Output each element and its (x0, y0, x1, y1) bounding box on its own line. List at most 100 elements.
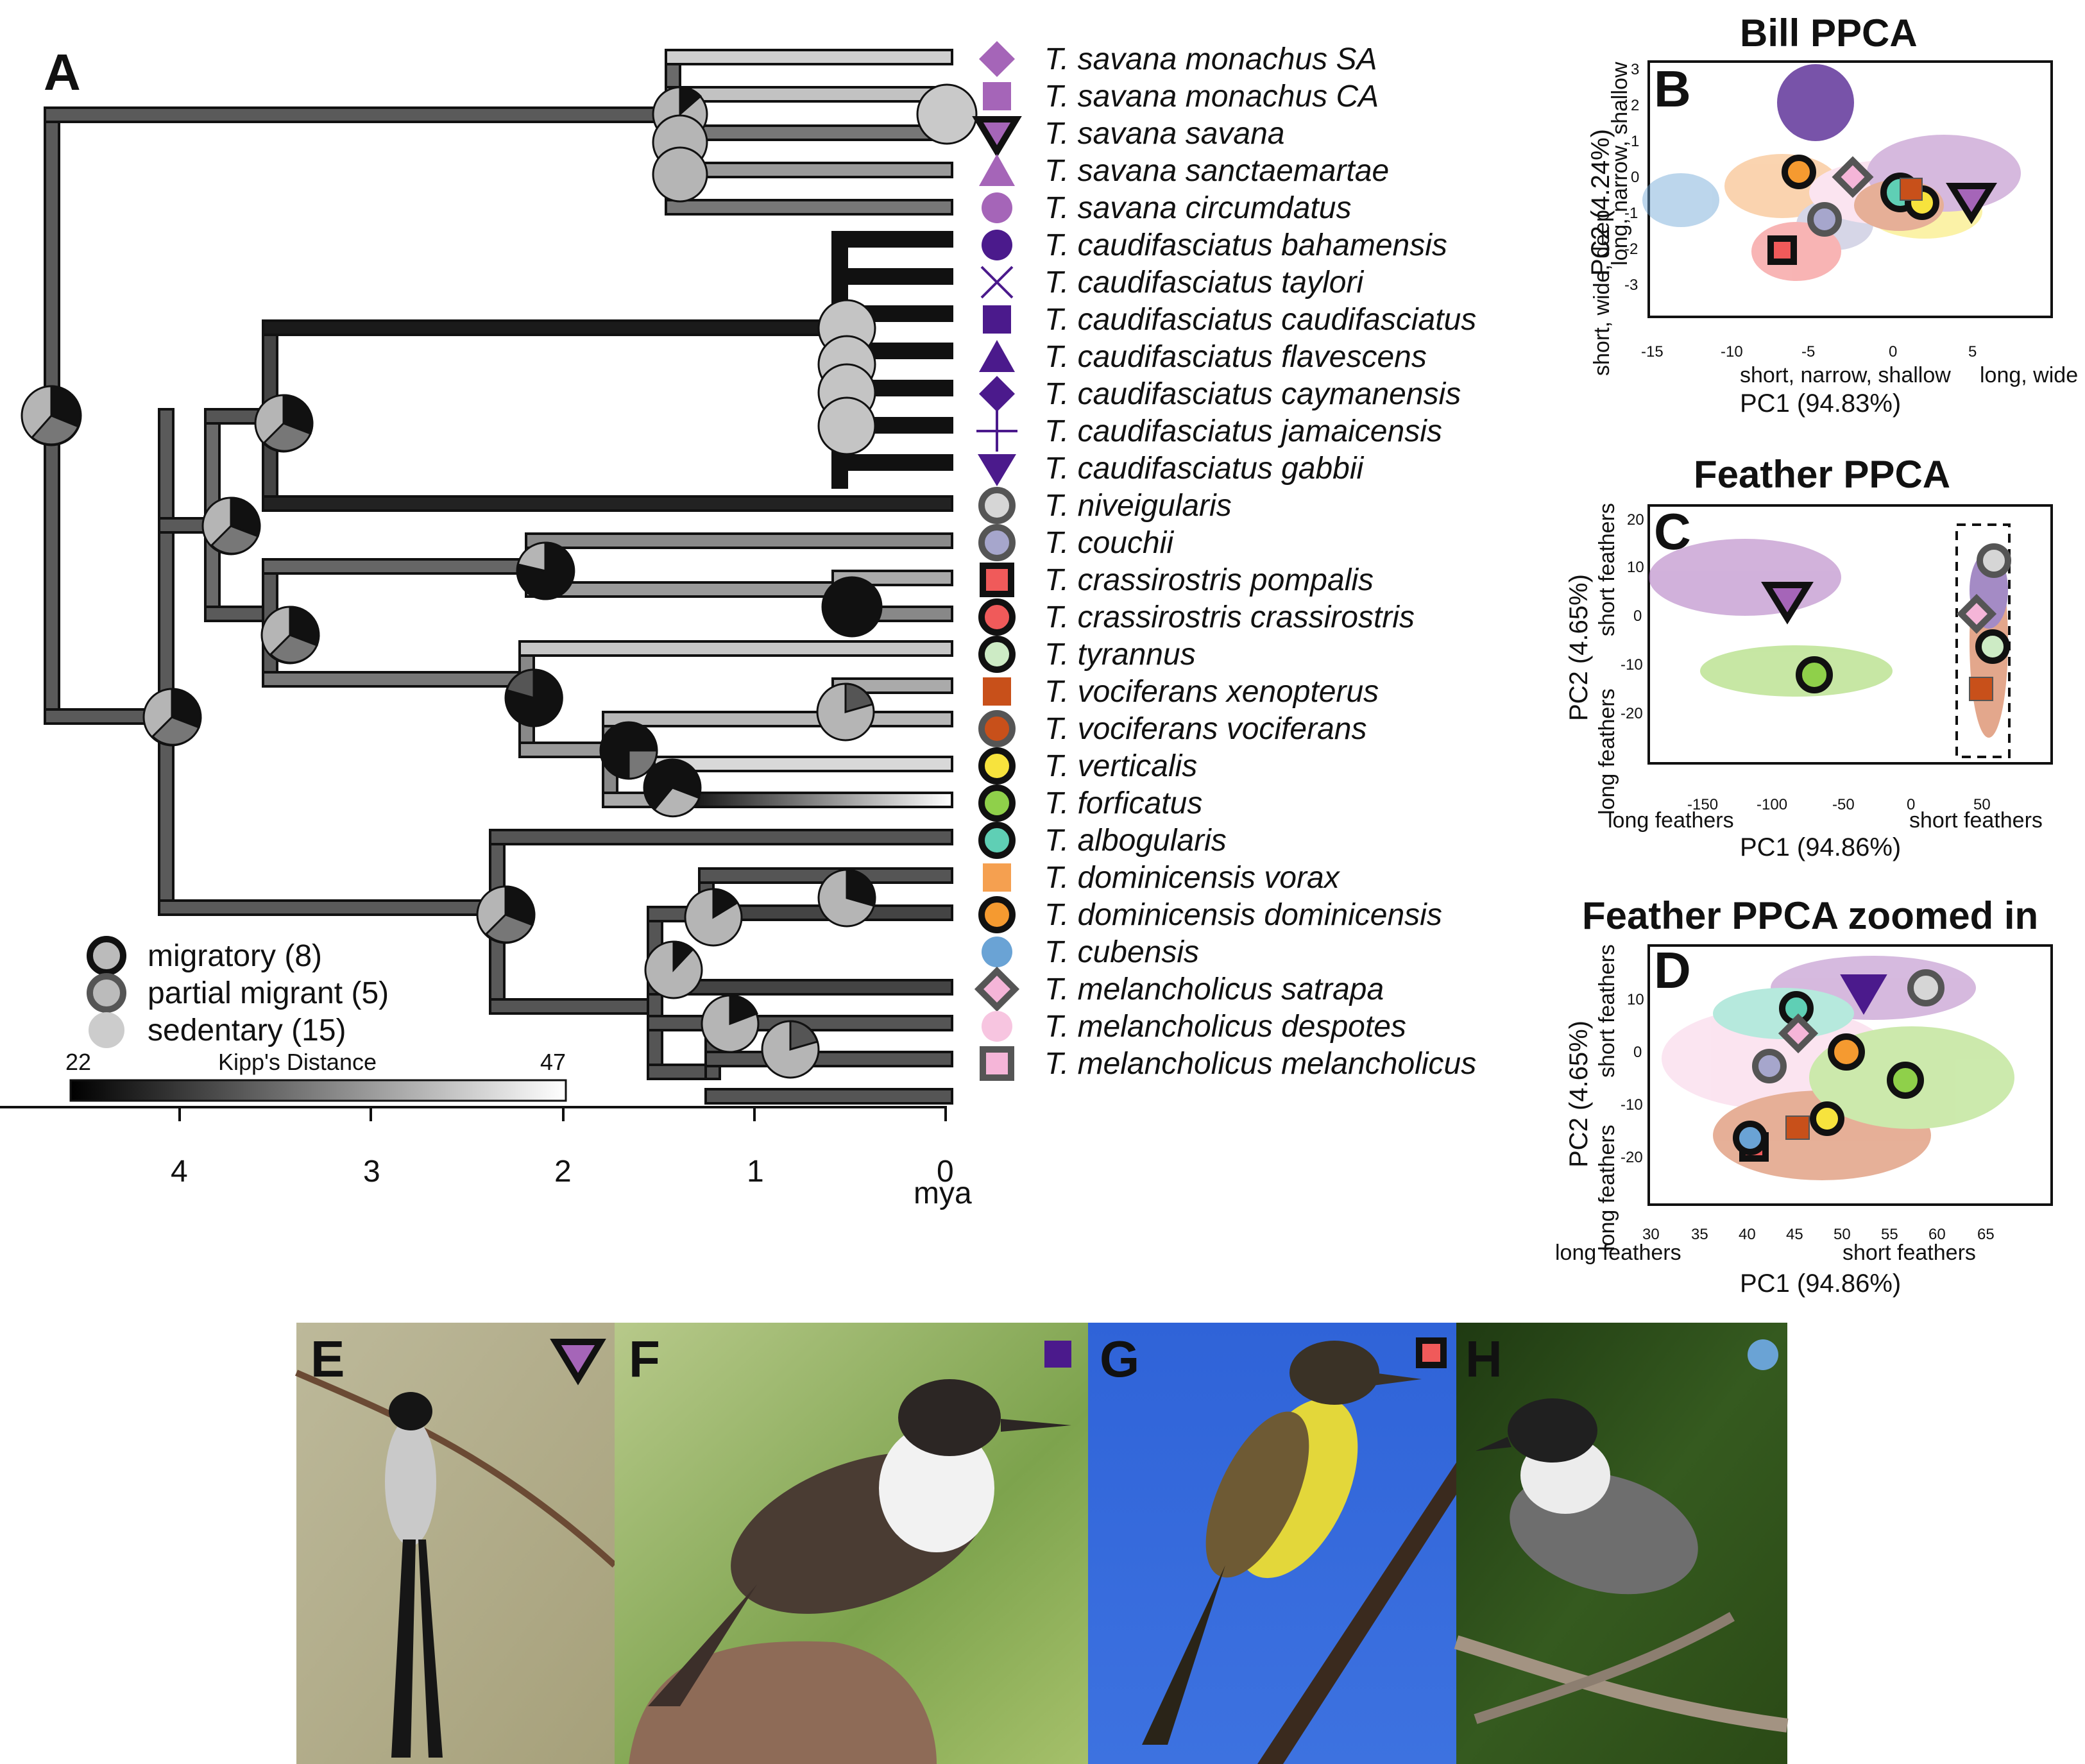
tip-symbol-square (980, 563, 1014, 597)
x-tick: 5 (1968, 343, 1977, 360)
photo-f-symbol (1044, 1341, 1071, 1368)
taxon-label: T. couchii (1044, 526, 1174, 560)
taxon-label: T. niveigularis (1044, 489, 1232, 523)
tip-symbol-circle (982, 1011, 1012, 1042)
panel-c-xticks: -150 -100 -50 0 50 (1687, 796, 1991, 813)
tip-symbol-circle (978, 747, 1016, 784)
panel-d-ysub-top: short feathers (1595, 944, 1619, 1078)
legend-sedentary-symbol (89, 1012, 124, 1048)
taxon-label: T. vociferans vociferans (1044, 712, 1366, 746)
taxon-label: T. caudifasciatus bahamensis (1044, 228, 1447, 262)
y-tick: 20 (1627, 511, 1644, 529)
tip-symbol-square (983, 677, 1011, 706)
x-tick: 65 (1977, 1226, 1995, 1243)
photo-h-symbol (1748, 1339, 1778, 1370)
taxon-label: T. dominicensis dominicensis (1044, 898, 1442, 932)
y-tick: -20 (1621, 705, 1643, 722)
taxon-label: T. vociferans xenopterus (1044, 675, 1379, 709)
x-tick: -15 (1641, 343, 1664, 360)
y-tick: 0 (1633, 607, 1642, 625)
tip-symbols (972, 41, 1022, 1081)
time-axis: 4 3 2 1 0 mya (0, 1106, 972, 1210)
bill-scatter-caudifasciatus (1777, 64, 1854, 141)
panel-d-xsub-right: short feathers (1842, 1241, 1976, 1265)
taxon-labels: T. savana monachus SA T. savana monachus… (1044, 42, 1476, 1081)
tip-symbol-diamond (979, 41, 1015, 77)
kipp-gradient-bar (69, 1079, 567, 1102)
y-tick: 10 (1627, 991, 1644, 1008)
taxon-label: T. savana sanctaemartae (1044, 154, 1389, 188)
tip-symbol-triangle-down (978, 454, 1016, 486)
tip-symbol-triangle-down (972, 116, 1022, 158)
tip-symbol-square (983, 82, 1011, 110)
taxon-label: T. caudifasciatus jamaicensis (1044, 414, 1442, 448)
panel-c: Feather PPCA C -150 -100 -50 0 50 20 10 (1565, 453, 2053, 861)
x-tick: 0 (1889, 343, 1897, 360)
y-tick: 0 (1631, 169, 1639, 186)
x-tick: 45 (1786, 1226, 1803, 1243)
tip-symbol-circle (982, 937, 1012, 967)
panel-c-yticks: 20 10 0 -10 -20 (1621, 511, 1644, 722)
panel-c-ysub-top: short feathers (1595, 503, 1619, 636)
tip-symbol-cross-x (980, 266, 1014, 299)
tip-symbol-circle (982, 192, 1012, 223)
tip-symbol-circle (978, 636, 1016, 673)
panel-c-xsub-left: long feathers (1608, 808, 1734, 833)
taxon-label: T. melancholicus despotes (1044, 1010, 1406, 1044)
panel-c-title: Feather PPCA (1694, 453, 1950, 496)
tip-symbol-circle (978, 784, 1016, 822)
panel-d-title: Feather PPCA zoomed in (1582, 894, 2038, 937)
tip-symbol-diamond (979, 376, 1015, 412)
taxon-label: T. albogularis (1044, 824, 1227, 858)
kipp-colorbar: 22 Kipp's Distance 47 (65, 1049, 567, 1102)
panel-d-xlabel: PC1 (94.86%) (1740, 1269, 1901, 1298)
x-tick: 50 (1973, 796, 1991, 813)
taxon-label: T. melancholicus melancholicus (1044, 1047, 1476, 1081)
migration-legend: migratory (8) partial migrant (5) sedent… (87, 936, 389, 1048)
taxon-label: T. crassirostris crassirostris (1044, 600, 1415, 634)
legend-partial-label: partial migrant (5) (148, 976, 389, 1010)
photo-g: G (1088, 1323, 1456, 1764)
x-tick: 35 (1691, 1226, 1708, 1243)
tip-symbol-triangle-up (979, 154, 1015, 186)
kipp-max-label: 47 (540, 1049, 566, 1075)
tip-symbol-diamond (974, 966, 1020, 1012)
time-tick: 0 (937, 1155, 954, 1189)
y-tick: 2 (1631, 97, 1639, 114)
photo-g-letter: G (1100, 1330, 1139, 1387)
x-tick: 0 (1907, 796, 1915, 813)
legend-migratory-symbol (87, 936, 126, 976)
tip-symbol-square (980, 1046, 1014, 1081)
tip-symbol-triangle-up (979, 340, 1015, 372)
panel-c-ylabel: PC2 (4.65%) (1565, 574, 1593, 721)
taxon-label: T. caudifasciatus caudifasciatus (1044, 303, 1476, 337)
panel-c-ysub-bottom: long feathers (1595, 688, 1619, 815)
node-pies (21, 83, 978, 1079)
photo-e-letter: E (311, 1330, 345, 1387)
photo-g-symbol (1416, 1337, 1447, 1368)
phylogeny-tree (44, 49, 953, 1105)
panel-b-xlabel: PC1 (94.83%) (1740, 389, 1901, 418)
panel-d-xticks: 30 35 40 45 50 55 60 65 (1642, 1226, 1995, 1243)
taxon-label: T. caudifasciatus gabbii (1044, 452, 1365, 486)
tip-symbol-circle (978, 524, 1016, 561)
y-tick: -20 (1621, 1149, 1643, 1166)
panel-c-xsub-right: short feathers (1909, 808, 2043, 833)
tip-symbol-circle (982, 230, 1012, 260)
panel-d-ylabel: PC2 (4.65%) (1565, 1021, 1593, 1167)
x-tick: 40 (1739, 1226, 1756, 1243)
tip-symbol-circle (978, 487, 1016, 524)
x-tick: 55 (1881, 1226, 1898, 1243)
y-tick: 0 (1633, 1044, 1642, 1061)
photo-f-letter: F (629, 1330, 660, 1387)
panel-d-letter: D (1654, 942, 1691, 999)
tip-symbol-circle (978, 822, 1016, 859)
taxon-label: T. melancholicus satrapa (1044, 972, 1384, 1006)
zoom-region-box (1955, 523, 2011, 758)
bill-highlight-symbols (1767, 155, 1997, 265)
x-tick: 60 (1928, 1226, 1946, 1243)
x-tick: -5 (1801, 343, 1815, 360)
legend-partial-symbol (87, 973, 126, 1013)
y-tick: 3 (1631, 61, 1639, 78)
